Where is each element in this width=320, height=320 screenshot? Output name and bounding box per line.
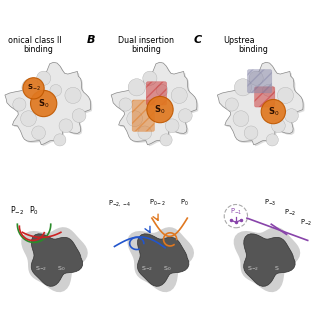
- Circle shape: [65, 87, 81, 103]
- Circle shape: [32, 126, 45, 140]
- Text: S$_0$: S$_0$: [154, 103, 166, 116]
- Text: P$_0$: P$_0$: [29, 205, 38, 217]
- Text: S: S: [274, 266, 278, 271]
- Text: P$_{-1}$: P$_{-1}$: [230, 207, 242, 217]
- Text: P$_{-2}$: P$_{-2}$: [300, 218, 313, 228]
- Text: C: C: [193, 35, 202, 45]
- Circle shape: [50, 84, 62, 96]
- Polygon shape: [234, 227, 300, 292]
- Text: S$_0$: S$_0$: [268, 105, 279, 118]
- Circle shape: [244, 126, 258, 140]
- Circle shape: [30, 90, 57, 117]
- Text: Dual insertion: Dual insertion: [117, 36, 173, 45]
- Circle shape: [143, 71, 157, 85]
- Text: P$_{-2}$: P$_{-2}$: [284, 208, 297, 218]
- Polygon shape: [219, 64, 305, 146]
- Text: binding: binding: [238, 45, 268, 54]
- Text: S$_{-2}$: S$_{-2}$: [35, 264, 47, 273]
- Polygon shape: [128, 227, 194, 292]
- Circle shape: [20, 111, 36, 127]
- Text: B: B: [87, 35, 96, 45]
- Circle shape: [234, 79, 252, 96]
- Circle shape: [277, 87, 293, 103]
- Text: S$_0$: S$_0$: [163, 264, 171, 273]
- Circle shape: [171, 87, 187, 103]
- Polygon shape: [21, 227, 88, 292]
- Text: S$_{-2}$: S$_{-2}$: [141, 264, 153, 273]
- Text: S$_0$: S$_0$: [38, 97, 49, 110]
- Text: P$_0$: P$_0$: [180, 198, 188, 208]
- Circle shape: [54, 134, 66, 146]
- Text: binding: binding: [23, 45, 53, 54]
- Circle shape: [72, 109, 86, 123]
- Circle shape: [156, 84, 168, 96]
- Text: P$_{0-2}$: P$_{0-2}$: [149, 198, 167, 208]
- Polygon shape: [244, 234, 295, 286]
- Text: S$_{-2}$: S$_{-2}$: [247, 264, 259, 273]
- Polygon shape: [217, 62, 303, 145]
- Circle shape: [271, 119, 285, 132]
- Circle shape: [225, 98, 238, 111]
- Text: S$_0$: S$_0$: [57, 264, 65, 273]
- Circle shape: [13, 98, 26, 111]
- Circle shape: [138, 126, 152, 140]
- Text: Upstrea: Upstrea: [224, 36, 255, 45]
- FancyBboxPatch shape: [255, 87, 275, 107]
- Circle shape: [262, 84, 274, 96]
- Circle shape: [128, 79, 145, 96]
- Text: P$_{-2}$: P$_{-2}$: [10, 205, 24, 217]
- Text: onical class II: onical class II: [8, 36, 62, 45]
- Circle shape: [127, 111, 143, 127]
- Polygon shape: [138, 234, 189, 286]
- Circle shape: [23, 78, 44, 99]
- Circle shape: [261, 100, 285, 124]
- Polygon shape: [31, 234, 83, 286]
- Circle shape: [165, 119, 179, 132]
- Circle shape: [266, 134, 278, 146]
- Circle shape: [36, 71, 51, 85]
- Polygon shape: [113, 64, 198, 146]
- Circle shape: [284, 109, 298, 123]
- Circle shape: [119, 98, 132, 111]
- Text: P$_{-3}$: P$_{-3}$: [264, 198, 276, 208]
- FancyBboxPatch shape: [247, 70, 272, 93]
- Polygon shape: [6, 64, 92, 146]
- Circle shape: [160, 134, 172, 146]
- FancyBboxPatch shape: [132, 100, 155, 131]
- Circle shape: [179, 109, 192, 123]
- Circle shape: [59, 119, 73, 132]
- Polygon shape: [5, 62, 91, 145]
- Circle shape: [233, 111, 249, 127]
- Circle shape: [22, 79, 39, 96]
- Text: S$_{-2}$: S$_{-2}$: [27, 83, 40, 93]
- Circle shape: [249, 71, 263, 85]
- Polygon shape: [111, 62, 197, 145]
- Circle shape: [147, 96, 173, 123]
- Text: P$_{-2,-4}$: P$_{-2,-4}$: [108, 198, 131, 208]
- Text: binding: binding: [132, 45, 162, 54]
- FancyBboxPatch shape: [146, 82, 167, 105]
